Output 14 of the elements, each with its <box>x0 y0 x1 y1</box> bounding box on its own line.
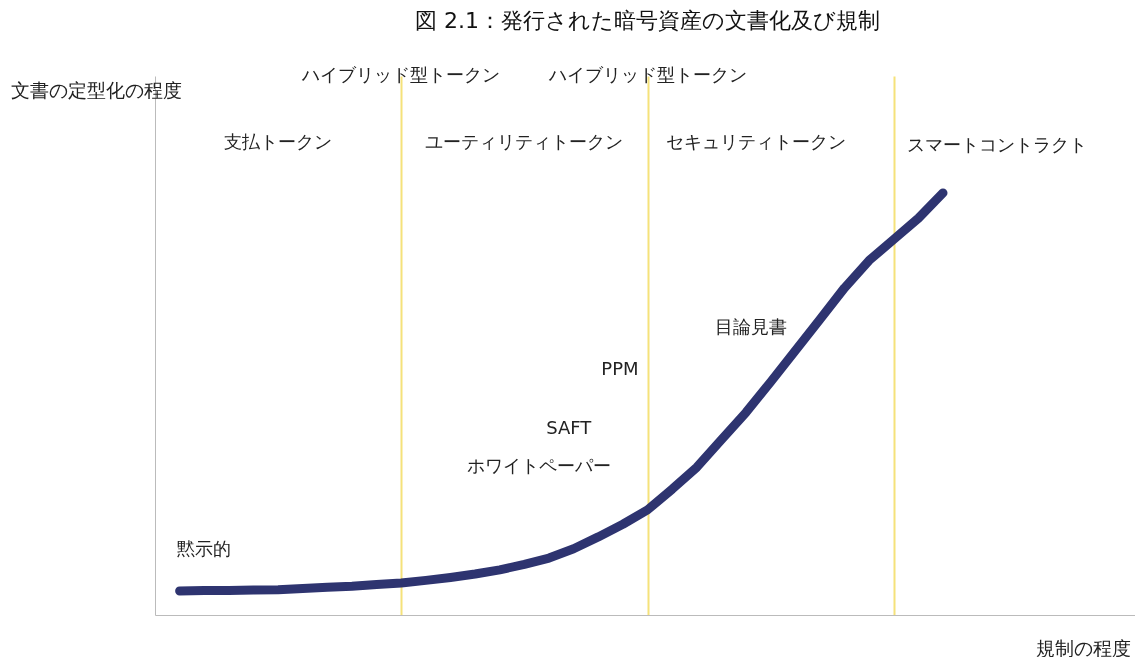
annotation: PPM <box>601 357 639 379</box>
annotation: ホワイトペーパー <box>467 454 612 476</box>
annotation: SAFT <box>546 417 593 439</box>
chart-title: 図 2.1：発行された暗号資産の文書化及び規制 <box>415 8 880 33</box>
x-axis-title: 規制の程度 <box>1035 636 1131 657</box>
text: ハイブリッド型トークン <box>301 64 501 85</box>
annotation: 目論見書 <box>714 316 787 338</box>
text: ユーティリティトークン <box>425 131 624 153</box>
text: セキュリティトークン <box>665 131 846 153</box>
text: 支払トークン <box>224 131 333 153</box>
text: ハイブリッド型トークン <box>547 64 747 85</box>
annotation: 黙示的 <box>177 538 232 560</box>
text: スマートコントラクト <box>907 134 1088 156</box>
y-axis-title: 文書の定型化の程度 <box>10 78 182 101</box>
